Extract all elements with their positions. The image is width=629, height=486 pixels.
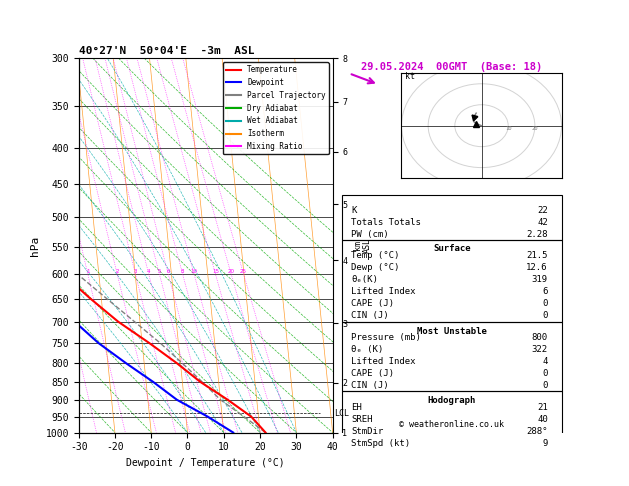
Text: K: K — [351, 206, 357, 215]
Text: 25: 25 — [240, 269, 247, 274]
Text: CIN (J): CIN (J) — [351, 382, 389, 390]
Text: 20: 20 — [228, 269, 235, 274]
Text: Temp (°C): Temp (°C) — [351, 251, 399, 260]
Bar — [342, 322, 562, 391]
Text: 6: 6 — [542, 287, 548, 296]
Text: 42: 42 — [537, 218, 548, 227]
Text: 22: 22 — [537, 206, 548, 215]
Text: 288°: 288° — [526, 427, 548, 435]
Legend: Temperature, Dewpoint, Parcel Trajectory, Dry Adiabat, Wet Adiabat, Isotherm, Mi: Temperature, Dewpoint, Parcel Trajectory… — [223, 62, 329, 154]
Text: 322: 322 — [532, 346, 548, 354]
Text: EH: EH — [351, 402, 362, 412]
Y-axis label: km
ASL: km ASL — [353, 238, 372, 253]
Text: Lifted Index: Lifted Index — [351, 287, 416, 296]
Text: 2.28: 2.28 — [526, 230, 548, 239]
X-axis label: Dewpoint / Temperature (°C): Dewpoint / Temperature (°C) — [126, 458, 285, 468]
Text: 5: 5 — [158, 269, 161, 274]
Bar — [342, 240, 562, 322]
Text: Hodograph: Hodograph — [428, 396, 476, 405]
Text: 6: 6 — [167, 269, 170, 274]
Text: 800: 800 — [532, 333, 548, 342]
Text: 8: 8 — [181, 269, 184, 274]
Text: 0: 0 — [542, 311, 548, 320]
Text: 40: 40 — [537, 415, 548, 424]
Text: θₑ(K): θₑ(K) — [351, 275, 378, 284]
Text: © weatheronline.co.uk: © weatheronline.co.uk — [399, 420, 504, 429]
Bar — [342, 195, 562, 240]
Text: 21.5: 21.5 — [526, 251, 548, 260]
Text: 12.6: 12.6 — [526, 263, 548, 272]
Text: LCL: LCL — [335, 409, 350, 418]
Text: 3: 3 — [133, 269, 137, 274]
Text: Dewp (°C): Dewp (°C) — [351, 263, 399, 272]
Y-axis label: hPa: hPa — [30, 235, 40, 256]
Text: 4: 4 — [542, 357, 548, 366]
Text: 10: 10 — [191, 269, 198, 274]
Text: StmDir: StmDir — [351, 427, 384, 435]
Text: 0: 0 — [542, 299, 548, 308]
Text: 2: 2 — [115, 269, 119, 274]
Text: Totals Totals: Totals Totals — [351, 218, 421, 227]
Text: Lifted Index: Lifted Index — [351, 357, 416, 366]
Text: Most Unstable: Most Unstable — [417, 327, 487, 336]
Text: Surface: Surface — [433, 244, 470, 253]
Text: CAPE (J): CAPE (J) — [351, 299, 394, 308]
Text: 1: 1 — [86, 269, 89, 274]
Text: Pressure (mb): Pressure (mb) — [351, 333, 421, 342]
Text: CAPE (J): CAPE (J) — [351, 369, 394, 378]
Text: StmSpd (kt): StmSpd (kt) — [351, 438, 410, 448]
Text: 0: 0 — [542, 369, 548, 378]
Text: 0: 0 — [542, 382, 548, 390]
Text: θₑ (K): θₑ (K) — [351, 346, 384, 354]
Text: 29.05.2024  00GMT  (Base: 18): 29.05.2024 00GMT (Base: 18) — [361, 62, 542, 72]
Text: PW (cm): PW (cm) — [351, 230, 389, 239]
Text: SREH: SREH — [351, 415, 373, 424]
Text: CIN (J): CIN (J) — [351, 311, 389, 320]
Bar — [342, 391, 562, 450]
Text: 4: 4 — [147, 269, 150, 274]
Text: 21: 21 — [537, 402, 548, 412]
Text: 319: 319 — [532, 275, 548, 284]
Text: 40°27'N  50°04'E  -3m  ASL: 40°27'N 50°04'E -3m ASL — [79, 46, 254, 56]
Text: 9: 9 — [542, 438, 548, 448]
Text: 15: 15 — [212, 269, 219, 274]
